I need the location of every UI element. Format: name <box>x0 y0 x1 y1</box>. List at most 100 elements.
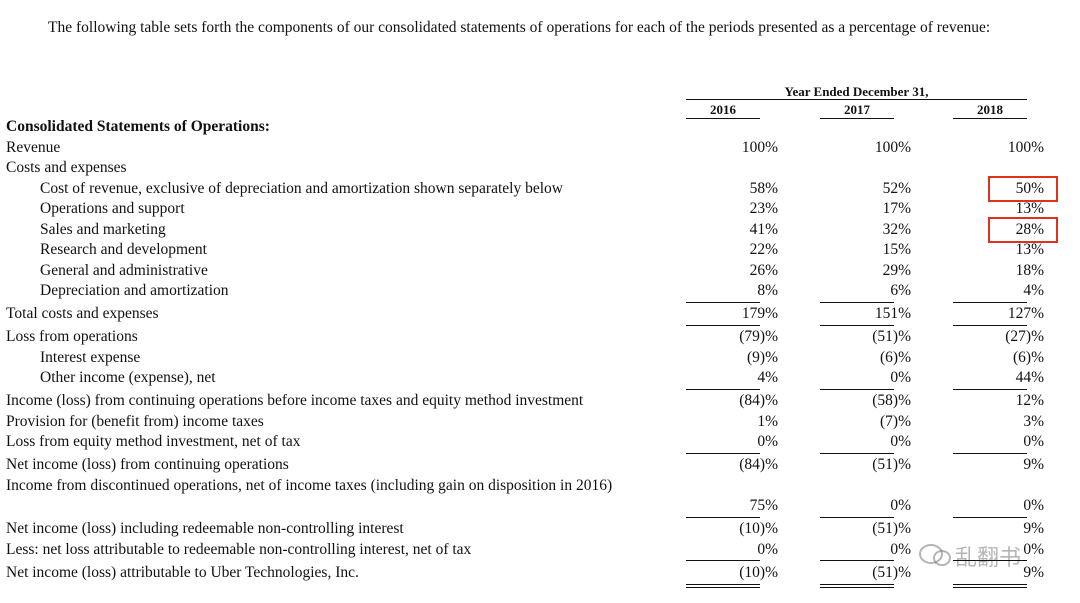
cell-value: 29% <box>882 261 911 279</box>
cell-value: (6)% <box>880 348 911 366</box>
cell-value: (10)% <box>739 520 778 537</box>
cell-value: 41% <box>749 220 778 238</box>
cell-value: 4% <box>1023 282 1044 299</box>
cell-value: 26% <box>749 261 778 279</box>
sum-rule <box>686 560 760 561</box>
cell-value: 58% <box>749 179 778 197</box>
row-label: Depreciation and amortization <box>40 282 229 299</box>
sum-rule <box>953 452 1027 454</box>
row-label: Net income (loss) including redeemable n… <box>6 520 404 537</box>
cell-value: 179% <box>741 305 778 322</box>
highlight-box <box>988 216 1058 243</box>
sum-rule <box>686 452 760 454</box>
cell-value: (9)% <box>747 348 778 366</box>
cell-value: 52% <box>882 179 911 197</box>
cell-value: (51)% <box>872 520 911 537</box>
column-year: 2018 <box>977 102 1003 117</box>
double-rule <box>820 586 894 588</box>
cell-value: 9% <box>1023 563 1044 581</box>
sum-rule <box>686 324 760 326</box>
row-label: Cost of revenue, exclusive of depreciati… <box>40 179 563 197</box>
row-label: Income (loss) from continuing operations… <box>6 392 584 409</box>
row-label: Income from discontinued operations, net… <box>6 476 613 494</box>
cell-value: 17% <box>882 200 911 217</box>
period-header: Year Ended December 31, <box>784 84 929 99</box>
row-label: Costs and expenses <box>6 159 127 176</box>
cell-value: 151% <box>874 305 911 322</box>
row-label: Consolidated Statements of Operations: <box>6 118 270 135</box>
sum-rule <box>953 301 1027 303</box>
row-label: Provision for (benefit from) income taxe… <box>6 412 264 430</box>
sum-rule <box>953 388 1027 390</box>
cell-value: (10)% <box>739 563 778 581</box>
cell-value: 12% <box>1015 392 1044 409</box>
column-year: 2016 <box>710 102 736 117</box>
row-label: Less: net loss attributable to redeemabl… <box>6 540 472 558</box>
row-label: Loss from equity method investment, net … <box>6 433 301 450</box>
row-label: Research and development <box>40 241 207 258</box>
sum-rule <box>686 516 760 518</box>
row-label: Other income (expense), net <box>40 369 216 386</box>
cell-value: 6% <box>890 282 911 299</box>
cell-value: 9% <box>1023 520 1044 537</box>
cell-value: 50% <box>1015 179 1044 197</box>
header-rule <box>686 99 1027 100</box>
row-label: Operations and support <box>40 200 185 217</box>
cell-value: 9% <box>1023 456 1044 473</box>
cell-value: 3% <box>1023 412 1044 430</box>
cell-value: 75% <box>749 497 778 514</box>
column-rule <box>820 118 894 119</box>
double-rule <box>686 583 760 585</box>
intro-paragraph: The following table sets forth the compo… <box>48 19 991 36</box>
highlight-box <box>988 175 1058 202</box>
column-year: 2017 <box>844 102 870 117</box>
column-rule <box>686 118 760 119</box>
cell-value: 0% <box>1023 540 1044 558</box>
row-label: Total costs and expenses <box>6 305 159 322</box>
cell-value: 13% <box>1015 241 1044 258</box>
column-rule <box>953 118 1027 119</box>
cell-value: 8% <box>757 282 778 299</box>
sum-rule <box>820 452 894 454</box>
row-label: General and administrative <box>40 261 208 279</box>
sum-rule <box>820 516 894 518</box>
cell-value: (6)% <box>1013 348 1044 366</box>
cell-value: 0% <box>890 433 911 450</box>
sum-rule <box>953 560 1027 561</box>
sum-rule <box>820 324 894 326</box>
cell-value: 100% <box>874 138 911 156</box>
cell-value: 0% <box>757 433 778 450</box>
cell-value: 22% <box>749 241 778 258</box>
cell-value: 4% <box>757 369 778 386</box>
row-label: Interest expense <box>40 348 141 366</box>
cell-value: (51)% <box>872 563 911 581</box>
sum-rule <box>953 516 1027 518</box>
sum-rule <box>953 324 1027 326</box>
double-rule <box>953 583 1027 585</box>
watermark: 乱翻书 <box>955 546 1022 571</box>
cell-value: 15% <box>882 241 911 258</box>
cell-value: 32% <box>882 220 911 238</box>
cell-value: (58)% <box>872 392 911 409</box>
cell-value: (79)% <box>739 328 778 345</box>
cell-value: 100% <box>741 138 778 156</box>
cell-value: 13% <box>1015 200 1044 217</box>
cell-value: 0% <box>890 369 911 386</box>
cell-value: 0% <box>1023 497 1044 514</box>
cell-value: 18% <box>1015 261 1044 279</box>
cell-value: 44% <box>1015 369 1044 386</box>
double-rule <box>820 583 894 585</box>
row-label: Sales and marketing <box>40 220 166 238</box>
sum-rule <box>820 301 894 303</box>
cell-value: 0% <box>757 540 778 558</box>
cell-value: 100% <box>1007 138 1044 156</box>
double-rule <box>953 586 1027 588</box>
cell-value: 28% <box>1015 220 1044 238</box>
cell-value: (7)% <box>880 412 911 430</box>
cell-value: (84)% <box>739 392 778 409</box>
cell-value: 0% <box>890 540 911 558</box>
cell-value: 0% <box>890 497 911 514</box>
row-label: Revenue <box>6 138 61 156</box>
watermark-icon <box>919 544 951 566</box>
sum-rule <box>820 388 894 390</box>
